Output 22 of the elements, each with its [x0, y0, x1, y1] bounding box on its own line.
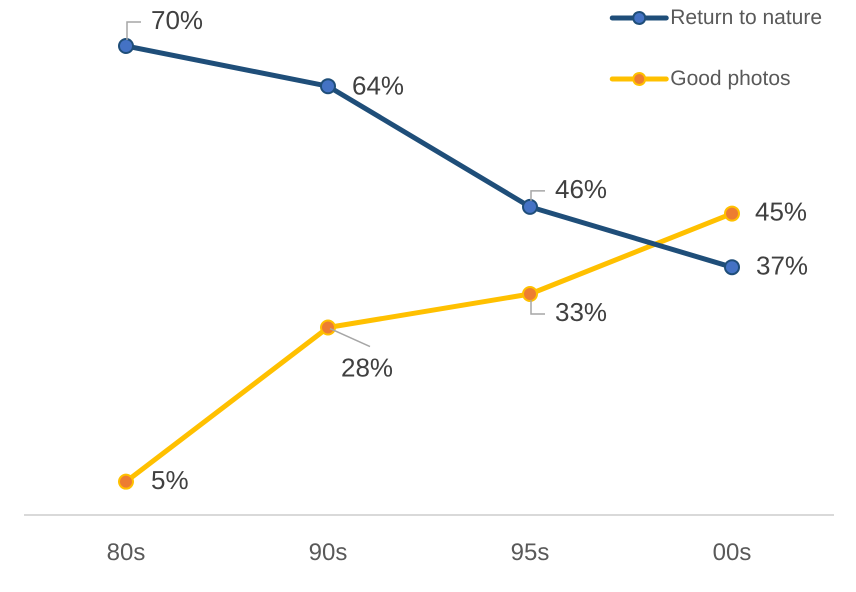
point — [320, 320, 336, 336]
point — [522, 198, 538, 215]
data-label: 70% — [151, 5, 204, 36]
point — [522, 286, 538, 302]
data-label: 28% — [341, 352, 394, 383]
point — [320, 78, 336, 94]
point — [724, 206, 740, 222]
data-label: 64% — [352, 70, 404, 100]
data-label: 5% — [151, 464, 189, 495]
point — [724, 259, 740, 276]
x-tick-label: 95s — [510, 539, 550, 566]
data-label: 46% — [555, 174, 608, 204]
legend-label: Good photos — [670, 66, 791, 90]
point — [118, 38, 134, 54]
x-tick-label: 00s — [712, 539, 752, 566]
point — [118, 474, 134, 490]
x-tick-label: 80s — [106, 539, 146, 566]
data-label: 37% — [756, 250, 808, 280]
data-label: 45% — [755, 196, 808, 227]
data-label: 33% — [555, 297, 608, 328]
legend-label: Return to nature — [670, 6, 822, 29]
x-tick-label: 90s — [308, 539, 348, 566]
